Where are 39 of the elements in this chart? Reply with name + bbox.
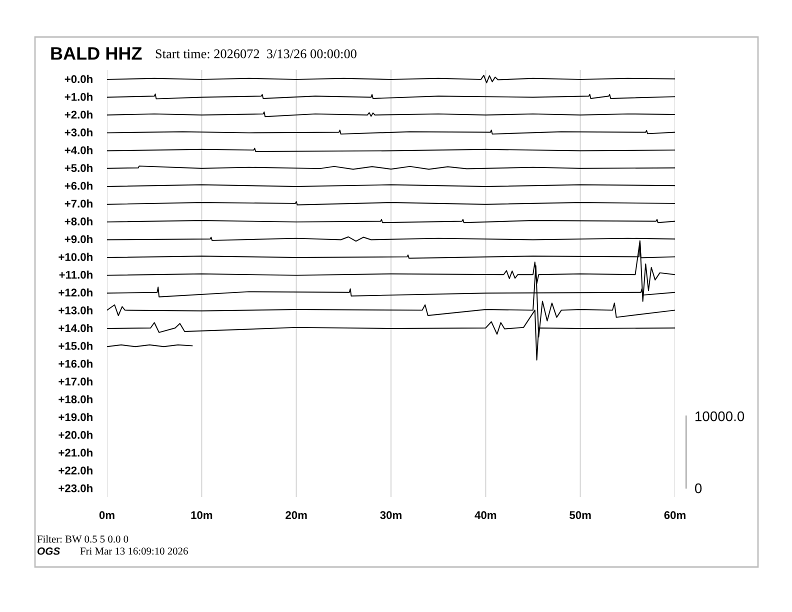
y-tick-label: +4.0h xyxy=(64,146,92,154)
y-tick-label: +17.0h xyxy=(58,377,92,386)
text: Fri Mar 13 16:09:10 2026 xyxy=(80,548,188,555)
y2-tick-label: 10000.0 xyxy=(696,411,744,422)
y-tick-label: +11.0h xyxy=(59,270,92,279)
y-tick-label: +10.0h xyxy=(58,252,92,261)
line-series xyxy=(107,74,675,84)
y-tick-label: +20.0h xyxy=(58,430,92,439)
y-tick-label: +9.0h xyxy=(64,234,92,244)
y-tick-label: +21.0h xyxy=(58,448,92,457)
y-tick-label: +12.0h xyxy=(58,288,92,297)
y-tick-label: +1.0h xyxy=(64,92,92,101)
x-tick-label: 30m xyxy=(380,511,402,520)
x-tick-label: 60m xyxy=(664,511,686,520)
chart-title: BALD HHZ xyxy=(51,47,142,60)
y2-tick-label: 0 xyxy=(694,483,702,494)
x-tick-label: 40m xyxy=(474,511,496,520)
y-tick-label: +13.0h xyxy=(58,306,92,314)
y-tick-label: +15.0h xyxy=(58,342,92,350)
y-tick-label: +2.0h xyxy=(64,110,92,119)
y-tick-label: +14.0h xyxy=(58,324,92,332)
x-tick-label: 20m xyxy=(286,511,307,520)
y-tick-label: +18.0h xyxy=(58,395,92,404)
x-tick-label: 0m xyxy=(99,511,114,520)
y-tick-label: +0.0h xyxy=(64,74,92,84)
x-tick-label: 10m xyxy=(191,511,212,520)
y-tick-label: +3.0h xyxy=(64,128,92,136)
y-tick-label: +16.0h xyxy=(58,360,92,368)
y-tick-label: +23.0h xyxy=(58,484,92,492)
chart-subtitle: Start time: 2026072 3/13/26 00:00:00 xyxy=(156,49,356,58)
y-tick-label: +6.0h xyxy=(64,182,92,190)
x-tick-label: 50m xyxy=(570,511,591,520)
y-tick-label: +19.0h xyxy=(58,412,92,422)
y-tick-label: +8.0h xyxy=(64,217,92,226)
y-tick-label: +7.0h xyxy=(64,199,92,208)
y-tick-label: +22.0h xyxy=(58,466,92,474)
text: Filter: BW 0.5 5 0.0 0 xyxy=(37,535,128,543)
y-tick-label: +5.0h xyxy=(64,164,92,172)
text: OGS xyxy=(38,547,60,555)
